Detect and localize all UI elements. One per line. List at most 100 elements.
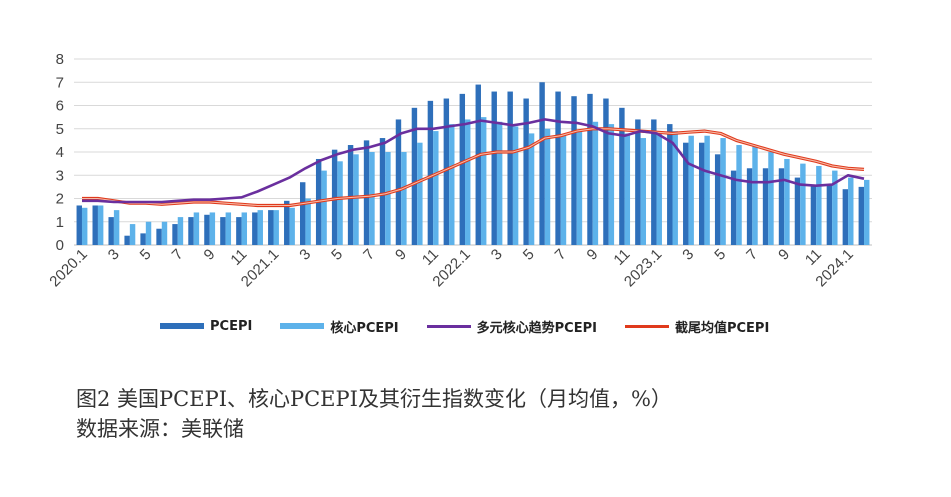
bar [672, 131, 678, 245]
bar [656, 133, 662, 245]
bar [465, 119, 471, 245]
bar [129, 224, 136, 245]
bar [752, 145, 758, 245]
bar [193, 212, 200, 245]
bar [459, 93, 466, 245]
bar [858, 186, 865, 245]
bar [571, 96, 577, 245]
bars [76, 82, 870, 246]
bar [347, 145, 354, 245]
bar [507, 91, 513, 245]
bar [635, 119, 641, 245]
bar [624, 133, 631, 245]
legend-item-trimmed-mean: 截尾均值PCEPI [624, 317, 770, 336]
bar [76, 205, 82, 245]
bar [273, 210, 279, 245]
bar [704, 135, 710, 245]
bar [113, 210, 120, 245]
bar [842, 189, 849, 245]
bar [539, 82, 545, 245]
x-tick-label: 9 [584, 246, 602, 264]
bar [417, 142, 423, 245]
caption-source: 数据来源：美联储 [76, 417, 244, 441]
bar [491, 91, 497, 245]
y-tick-label: 4 [56, 144, 64, 161]
bar [640, 138, 647, 245]
bar [353, 154, 359, 245]
legend-label-multivariate-core: 多元核心趋势PCEPI [476, 320, 597, 336]
bar [369, 152, 375, 245]
bar [299, 182, 306, 245]
x-tick-label: 7 [360, 246, 378, 264]
bar [443, 98, 450, 246]
bar [523, 98, 529, 246]
series-line [82, 127, 865, 208]
x-tick-label: 3 [679, 246, 697, 264]
y-tick-label: 1 [56, 214, 64, 231]
bar [762, 168, 769, 245]
bar [305, 198, 311, 245]
bar [363, 140, 370, 245]
bar [592, 121, 599, 245]
x-tick-label: 9 [201, 246, 219, 264]
legend-label-trimmed-mean: 截尾均值PCEPI [674, 320, 770, 336]
legend-label-pcepi: PCEPI [210, 318, 253, 334]
bar [544, 128, 551, 245]
bar [848, 177, 854, 245]
bar [337, 161, 343, 245]
bar [108, 217, 114, 245]
bar [587, 93, 593, 245]
y-tick-label: 0 [56, 237, 64, 254]
x-tick-label: 9 [775, 246, 793, 264]
bar [800, 163, 806, 245]
x-tick-label: 7 [743, 246, 761, 264]
bar [576, 131, 583, 245]
legend-label-core-pcepi: 核心PCEPI [330, 320, 399, 336]
x-tick-label: 3 [296, 246, 314, 264]
legend-swatch-core-pcepi [280, 323, 325, 329]
x-tick-label: 3 [488, 246, 506, 264]
bar [619, 107, 625, 245]
bar [140, 233, 146, 245]
bar [156, 228, 162, 245]
bar [161, 221, 168, 245]
bar [284, 200, 290, 245]
bar [177, 217, 184, 245]
bar [289, 207, 295, 245]
bar [449, 124, 455, 245]
bar [608, 124, 615, 245]
bar [826, 184, 833, 245]
legend-item-pcepi: PCEPI [160, 319, 252, 334]
x-tick-label: 11 [802, 246, 825, 269]
bar [433, 131, 439, 245]
bar [720, 138, 726, 245]
bar [81, 207, 88, 245]
bar [188, 217, 194, 245]
x-tick-label: 5 [137, 246, 155, 264]
x-tick-label: 2020.1 [46, 246, 90, 290]
x-tick-label: 11 [419, 246, 442, 269]
bar [97, 205, 104, 245]
bar [379, 138, 386, 245]
bar [252, 212, 258, 245]
legend-swatch-pcepi [160, 323, 204, 329]
bar [816, 165, 822, 245]
legend-item-multivariate-core: 多元核心趋势PCEPI [426, 317, 597, 336]
bar [512, 126, 519, 245]
y-tick-label: 6 [56, 98, 64, 115]
bar [698, 142, 705, 245]
bar [475, 84, 481, 245]
y-axis-ticks: 0 1 2 3 4 5 6 7 8 [56, 51, 64, 254]
bar [395, 119, 402, 245]
x-tick-label: 11 [610, 246, 633, 269]
bar [220, 217, 226, 245]
legend-swatch-trimmed-mean [624, 324, 669, 328]
x-tick-label: 5 [711, 246, 729, 264]
bar [172, 224, 178, 245]
bar [321, 170, 327, 245]
bar [236, 217, 242, 245]
y-tick-label: 2 [56, 191, 64, 208]
legend: PCEPI 核心PCEPI 多元核心趋势PCEPI 截尾均值PCEPI [160, 316, 860, 336]
